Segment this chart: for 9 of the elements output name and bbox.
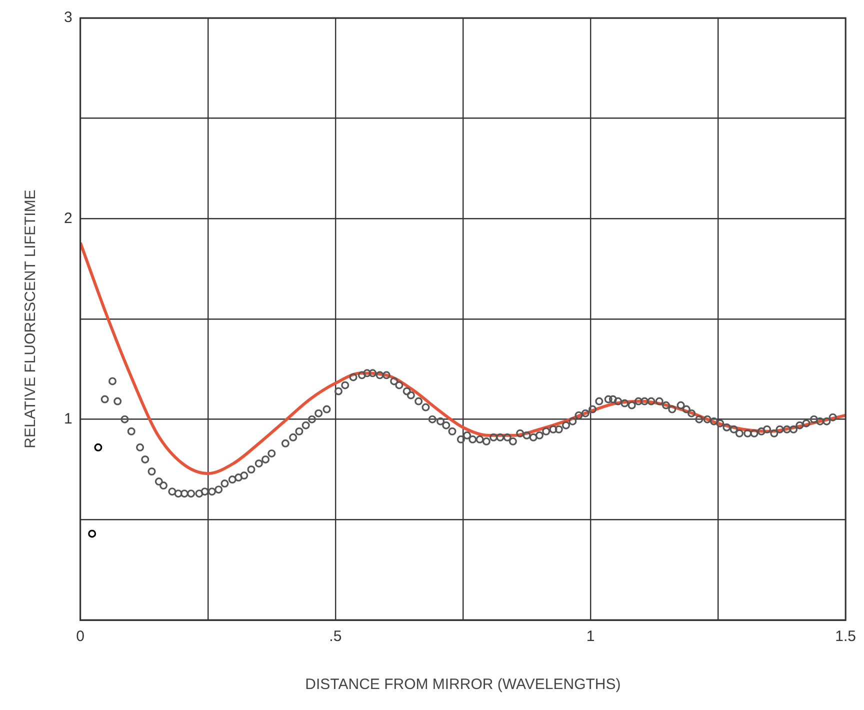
y-tick-label: 3 [64,9,72,26]
x-tick-label: 1 [586,628,595,646]
x-tick-label: 1.5 [835,628,856,646]
y-tick-label: 1 [64,410,72,428]
x-axis-title: DISTANCE FROM MIRROR (WAVELENGTHS) [305,676,621,694]
y-axis-title: RELATIVE FLUORESCENT LIFETIME [22,190,40,448]
x-tick-label: .5 [329,628,342,646]
y-tick-label: 2 [64,210,72,227]
x-tick-label: 0 [76,628,85,646]
